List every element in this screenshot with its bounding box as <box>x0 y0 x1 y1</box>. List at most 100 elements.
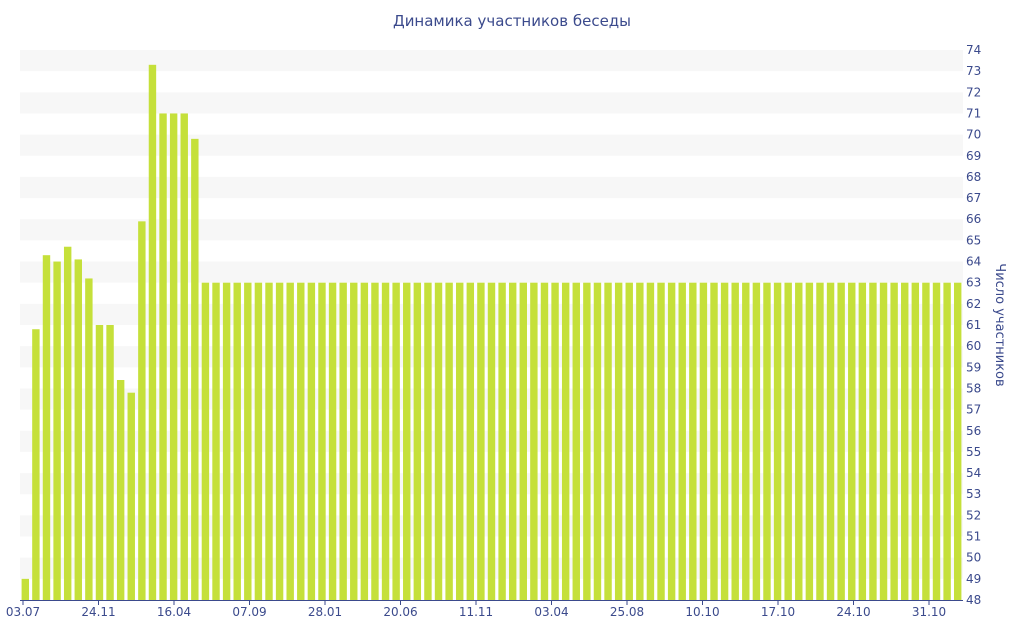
bar[interactable] <box>911 282 920 600</box>
bar[interactable] <box>191 138 199 600</box>
bar[interactable] <box>625 282 633 600</box>
y-tick-label: 69 <box>966 149 981 163</box>
bar[interactable] <box>201 282 210 600</box>
bar[interactable] <box>307 282 316 600</box>
bar[interactable] <box>456 282 464 600</box>
bar[interactable] <box>106 325 114 600</box>
bar[interactable] <box>434 282 443 600</box>
bar[interactable] <box>678 282 686 600</box>
bar[interactable] <box>657 282 665 600</box>
bar[interactable] <box>932 282 941 600</box>
bar[interactable] <box>53 261 61 600</box>
x-axis-ticks: 03.07 24.11 16.04 07.09 28.01 20.06 11.11 03.04… <box>6 600 946 619</box>
bar[interactable] <box>720 282 729 600</box>
bar[interactable] <box>265 282 273 600</box>
bar[interactable] <box>710 282 718 600</box>
bar[interactable] <box>222 282 231 600</box>
bar[interactable] <box>922 282 930 600</box>
bar[interactable] <box>593 282 602 600</box>
bar[interactable] <box>795 282 803 600</box>
bar[interactable] <box>699 282 708 600</box>
bar[interactable] <box>731 282 739 600</box>
bar[interactable] <box>413 282 422 600</box>
bar[interactable] <box>350 282 358 600</box>
bar[interactable] <box>572 282 580 600</box>
bar[interactable] <box>667 282 676 600</box>
y-tick-label: 60 <box>966 339 981 353</box>
bar[interactable] <box>636 282 644 600</box>
bar[interactable] <box>879 282 888 600</box>
bar[interactable] <box>148 64 157 600</box>
bar[interactable] <box>244 282 252 600</box>
bar[interactable] <box>381 282 390 600</box>
bar[interactable] <box>530 282 538 600</box>
bar[interactable] <box>85 278 93 600</box>
bar[interactable] <box>805 282 814 600</box>
bar[interactable] <box>116 380 125 600</box>
grid-band <box>20 219 963 241</box>
bar[interactable] <box>508 282 517 600</box>
bar[interactable] <box>614 282 623 600</box>
bar[interactable] <box>646 282 655 600</box>
bar[interactable] <box>159 113 167 601</box>
bar[interactable] <box>848 282 856 600</box>
bar[interactable] <box>816 282 824 600</box>
bar[interactable] <box>254 282 263 600</box>
bar[interactable] <box>42 255 51 600</box>
bar[interactable] <box>477 282 485 600</box>
bar[interactable] <box>286 282 294 600</box>
bar[interactable] <box>858 282 867 600</box>
bar[interactable] <box>837 282 845 600</box>
bar[interactable] <box>742 282 750 600</box>
bar[interactable] <box>360 282 369 600</box>
bar[interactable] <box>297 282 305 600</box>
bar[interactable] <box>869 282 877 600</box>
bar[interactable] <box>752 282 761 600</box>
bar[interactable] <box>318 282 326 600</box>
bar[interactable] <box>328 282 337 600</box>
bar[interactable] <box>371 282 379 600</box>
bar[interactable] <box>212 282 220 600</box>
y-axis-title: Число участников <box>992 263 1007 386</box>
bar[interactable] <box>551 282 559 600</box>
bar[interactable] <box>466 282 475 600</box>
grid-band <box>20 176 963 199</box>
bar[interactable] <box>519 282 527 600</box>
bar[interactable] <box>561 282 570 600</box>
bar[interactable] <box>63 246 72 601</box>
bar[interactable] <box>180 113 188 601</box>
bar[interactable] <box>689 282 697 600</box>
bar[interactable] <box>424 282 432 600</box>
bar[interactable] <box>275 282 284 600</box>
bar[interactable] <box>953 282 962 600</box>
bar[interactable] <box>826 282 835 600</box>
bar[interactable] <box>32 329 40 600</box>
bar[interactable] <box>943 282 951 600</box>
x-tick-label: 03.07 <box>6 605 40 619</box>
y-tick-label: 54 <box>966 466 981 480</box>
bar[interactable] <box>901 282 909 600</box>
bar[interactable] <box>773 282 782 600</box>
bar[interactable] <box>403 282 411 600</box>
bar[interactable] <box>169 113 178 601</box>
bar[interactable] <box>95 325 104 600</box>
bar[interactable] <box>604 282 612 600</box>
bar[interactable] <box>445 282 453 600</box>
bar[interactable] <box>127 392 135 600</box>
bar[interactable] <box>784 282 792 600</box>
bar[interactable] <box>763 282 771 600</box>
bar[interactable] <box>487 282 496 600</box>
y-axis-ticks: 48 49 50 51 52 53 54 55 56 57 58 59 60 61 62 63 64 65 66 67… <box>966 43 981 607</box>
bar[interactable] <box>540 282 549 600</box>
grid-band <box>20 50 963 72</box>
bar[interactable] <box>498 282 506 600</box>
bar[interactable] <box>21 578 30 600</box>
bar[interactable] <box>74 259 82 600</box>
bar[interactable] <box>392 282 400 600</box>
bar[interactable] <box>339 282 347 600</box>
bar[interactable] <box>583 282 591 600</box>
bar[interactable] <box>890 282 898 600</box>
bar[interactable] <box>233 282 241 600</box>
x-tick-label: 11.11 <box>459 605 493 619</box>
bar[interactable] <box>138 221 146 600</box>
